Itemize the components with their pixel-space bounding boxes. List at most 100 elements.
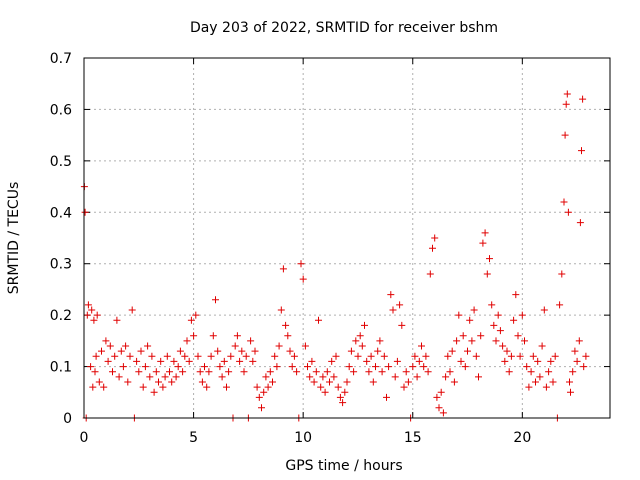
data-point xyxy=(461,363,469,371)
data-point xyxy=(556,301,564,309)
data-point xyxy=(93,311,101,319)
data-point xyxy=(214,347,222,355)
data-point xyxy=(90,316,98,324)
data-point xyxy=(216,363,224,371)
grid-lines xyxy=(84,58,610,418)
data-point xyxy=(91,368,99,376)
data-point xyxy=(352,337,360,345)
x-tick-label: 5 xyxy=(189,430,198,446)
data-point xyxy=(135,368,143,376)
data-point xyxy=(310,378,318,386)
data-point xyxy=(518,311,526,319)
data-point xyxy=(477,332,485,340)
data-point xyxy=(367,352,375,360)
data-point xyxy=(525,383,533,391)
x-tick-label: 15 xyxy=(404,430,422,446)
data-point xyxy=(354,352,362,360)
y-tick-label: 0.4 xyxy=(50,205,72,221)
data-point xyxy=(92,352,100,360)
data-point xyxy=(159,383,167,391)
data-point xyxy=(562,100,570,108)
data-point xyxy=(262,373,270,381)
data-point xyxy=(576,219,584,227)
data-point xyxy=(464,347,471,355)
data-point xyxy=(251,347,259,355)
data-point xyxy=(144,342,152,350)
data-point xyxy=(269,378,276,386)
data-point xyxy=(564,208,572,216)
data-point xyxy=(124,378,132,386)
data-point xyxy=(380,352,388,360)
data-point xyxy=(102,337,110,345)
x-tick-label: 0 xyxy=(80,430,89,446)
data-point xyxy=(442,373,450,381)
data-point xyxy=(84,301,92,309)
data-point xyxy=(549,378,557,386)
data-point xyxy=(505,368,513,376)
data-point xyxy=(453,337,461,345)
data-point xyxy=(227,352,235,360)
chart-title: Day 203 of 2022, SRMTID for receiver bsh… xyxy=(190,20,498,36)
data-point xyxy=(404,378,412,386)
data-point xyxy=(470,306,478,314)
data-point xyxy=(376,337,384,345)
data-point xyxy=(411,352,419,360)
data-point xyxy=(218,373,226,381)
data-point xyxy=(551,352,559,360)
data-points xyxy=(80,90,590,422)
data-point xyxy=(115,373,123,381)
data-point xyxy=(137,347,145,355)
data-point xyxy=(242,352,250,360)
data-point xyxy=(385,363,393,371)
data-point xyxy=(174,363,182,371)
data-point xyxy=(433,393,441,401)
data-point xyxy=(126,352,134,360)
y-tick-label: 0.2 xyxy=(50,308,72,324)
data-point xyxy=(196,368,204,376)
data-point xyxy=(258,404,265,412)
data-point xyxy=(249,357,257,365)
data-point xyxy=(323,368,331,376)
data-point xyxy=(192,311,200,319)
data-point xyxy=(422,352,430,360)
data-point xyxy=(582,352,590,360)
data-point xyxy=(542,383,550,391)
data-point xyxy=(113,316,121,324)
data-point xyxy=(472,352,480,360)
data-point xyxy=(383,393,390,401)
data-point xyxy=(183,337,191,345)
data-point xyxy=(176,347,184,355)
data-point xyxy=(356,332,364,340)
data-point xyxy=(240,368,248,376)
data-point xyxy=(426,270,434,278)
data-point xyxy=(510,316,518,324)
data-point xyxy=(332,352,340,360)
data-point xyxy=(133,357,141,365)
data-point xyxy=(122,342,130,350)
data-point xyxy=(172,373,180,381)
data-point xyxy=(187,316,195,324)
data-point xyxy=(468,337,476,345)
data-point xyxy=(341,388,349,396)
data-point xyxy=(503,347,511,355)
data-point xyxy=(398,321,406,329)
data-point xyxy=(109,368,116,376)
data-point xyxy=(247,337,255,345)
data-point xyxy=(347,347,355,355)
data-point xyxy=(578,147,585,155)
data-point xyxy=(372,363,379,371)
y-tick-label: 0.3 xyxy=(50,257,72,273)
data-point xyxy=(486,255,493,263)
data-point xyxy=(81,208,89,216)
data-point xyxy=(330,373,338,381)
data-point xyxy=(328,357,336,365)
data-point xyxy=(275,342,283,350)
x-axis-label: GPS time / hours xyxy=(285,458,402,474)
data-point xyxy=(538,342,546,350)
data-point xyxy=(238,347,246,355)
data-point xyxy=(146,373,154,381)
data-point xyxy=(253,383,261,391)
data-point xyxy=(279,265,287,273)
data-point xyxy=(415,357,423,365)
data-point xyxy=(387,291,395,299)
